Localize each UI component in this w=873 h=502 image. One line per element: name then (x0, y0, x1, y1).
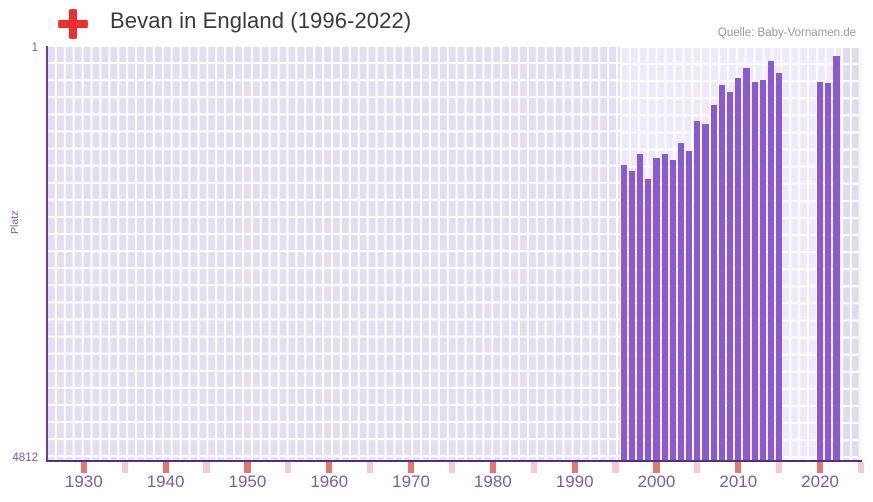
x-tick-major (489, 462, 496, 473)
x-tick-minor (776, 462, 783, 473)
x-tick-major (162, 462, 169, 473)
bar (825, 83, 832, 460)
x-tick-label: 1990 (555, 472, 594, 491)
page-title: Bevan in England (1996-2022) (110, 8, 412, 33)
x-tick-minor (857, 462, 865, 473)
x-tick-major (80, 462, 87, 473)
bar-series (47, 46, 861, 460)
x-tick-major (571, 462, 578, 473)
bar (776, 72, 783, 460)
x-axis-tick-labels: 1930 1940 1950 1960 1970 1980 1990 2000 2010 2020 (0, 472, 873, 500)
bar (686, 150, 693, 460)
bar (661, 154, 668, 460)
grid-tail-lines (840, 46, 861, 460)
x-tick-major (817, 462, 824, 473)
plot-area (47, 46, 861, 460)
x-tick-major (244, 462, 251, 473)
y-axis-top-label: 1 (31, 42, 38, 54)
x-tick-minor (203, 462, 210, 473)
x-tick-major (326, 462, 333, 473)
bar (637, 153, 644, 460)
bar (735, 77, 742, 460)
x-tick-label: 1960 (310, 472, 349, 491)
bar (767, 60, 775, 460)
bar (669, 160, 676, 460)
x-tick-label: 1950 (228, 472, 267, 491)
x-tick-label: 1930 (64, 472, 103, 491)
x-tick-minor (694, 462, 701, 473)
x-tick-major (735, 462, 742, 473)
bar (759, 80, 766, 460)
bar (628, 170, 636, 460)
x-axis-line (46, 460, 862, 462)
x-tick-label: 2010 (719, 472, 758, 491)
chart-header: Bevan in England (1996-2022) Quelle: Bab… (0, 0, 873, 45)
grid-tail-band (840, 46, 861, 460)
x-tick-minor (367, 462, 374, 473)
bar (727, 91, 734, 460)
bar (833, 56, 840, 460)
x-tick-major (407, 462, 415, 473)
england-flag-icon (58, 9, 88, 39)
x-tick-major (653, 462, 660, 473)
x-axis-ticks (47, 462, 865, 473)
x-tick-minor (448, 462, 456, 473)
y-axis-bottom-label: 4812 (12, 452, 38, 464)
x-tick-label: 2020 (801, 472, 840, 491)
x-tick-minor (121, 462, 128, 473)
x-tick-label: 2000 (637, 472, 676, 491)
bar (743, 67, 750, 460)
y-axis-title: Platz (9, 210, 21, 234)
x-tick-label: 1940 (146, 472, 185, 491)
source-attribution: Quelle: Baby-Vornamen.de (717, 27, 856, 39)
bar (645, 178, 652, 460)
x-tick-label: 1980 (473, 472, 512, 491)
flag-cross-vertical (69, 9, 77, 39)
bar (677, 143, 685, 460)
bar (653, 157, 660, 460)
bar (751, 82, 758, 460)
x-tick-minor (530, 462, 537, 473)
bar (718, 84, 725, 460)
bar (694, 120, 701, 460)
bar (710, 105, 717, 460)
bar (702, 124, 709, 460)
x-tick-minor (285, 462, 292, 473)
y-axis-line (46, 46, 48, 461)
x-tick-minor (612, 462, 619, 473)
bar (620, 164, 627, 460)
x-tick-label: 1970 (392, 472, 430, 491)
bar (817, 82, 824, 460)
